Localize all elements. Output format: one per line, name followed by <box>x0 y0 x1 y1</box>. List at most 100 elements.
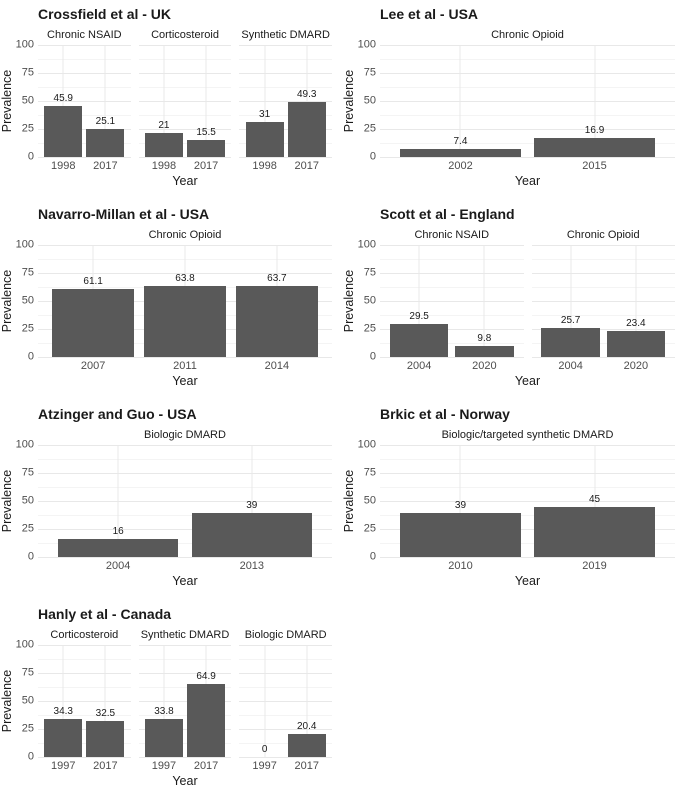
gridline-major-horizontal <box>380 501 675 502</box>
gridline-major-horizontal <box>239 73 333 74</box>
gridline-minor-horizontal <box>38 259 332 260</box>
x-tick-label: 2007 <box>80 360 106 372</box>
gridline-major-horizontal <box>380 129 675 130</box>
gridline-major-horizontal <box>380 45 675 46</box>
facet-plot: 29.5 9.8 <box>380 245 524 358</box>
gridline-minor-horizontal <box>38 87 131 88</box>
gridline-minor-horizontal <box>239 87 333 88</box>
x-axis-ticks: 1998 2017 <box>139 157 232 173</box>
facet: Synthetic DMARD 33.8 64.9 1997 2017 <box>138 627 232 773</box>
bar-value-label: 34.3 <box>53 705 73 717</box>
facet-row: Chronic NSAID 29.5 9.8 2004 2020 Chronic Opio… <box>380 227 675 373</box>
bar-value-label: 23.4 <box>626 317 646 329</box>
gridline-major-horizontal <box>239 45 333 46</box>
gridline-minor-horizontal <box>38 715 131 716</box>
y-tick-label: 25 <box>21 122 34 135</box>
y-tick-label: 100 <box>357 438 376 451</box>
facet-plot: 25.7 23.4 <box>531 245 675 358</box>
facet-row: Chronic Opioid 7.4 16.9 2002 2015 <box>380 27 675 173</box>
facet-strip-label: Chronic NSAID <box>47 29 122 41</box>
x-axis-ticks: 1998 2017 <box>239 157 332 173</box>
gridline-major-horizontal <box>138 645 232 646</box>
facet-plot: 39 45 <box>380 445 675 558</box>
y-tick-label: 75 <box>363 266 376 279</box>
y-tick-label: 25 <box>21 522 34 535</box>
x-axis-ticks: 2004 2013 <box>38 557 332 573</box>
gridline-major-horizontal <box>38 673 131 674</box>
bar <box>86 720 125 757</box>
bar <box>534 506 655 557</box>
panel-title: Lee et al - USA <box>380 6 479 22</box>
gridline-minor-horizontal <box>380 259 524 260</box>
y-axis-ticks: 0 25 50 75 100 <box>346 239 376 362</box>
x-tick-label: 2019 <box>582 560 607 572</box>
bar <box>534 138 655 157</box>
facet-plot: 45.9 25.1 <box>38 45 131 158</box>
gridline-minor-horizontal <box>239 687 333 688</box>
bar-value-label: 20.4 <box>297 721 317 733</box>
y-tick-label: 75 <box>363 466 376 479</box>
x-tick-label: 2017 <box>93 760 118 772</box>
bar <box>44 105 83 157</box>
y-tick-label: 0 <box>369 350 376 363</box>
facet-row: Chronic NSAID 45.9 25.1 1998 2017 Corticoster… <box>38 27 333 173</box>
y-axis-ticks: 0 25 50 75 100 <box>4 639 34 762</box>
bar-value-label: 7.4 <box>453 135 468 147</box>
bar-value-label: 16.9 <box>584 125 605 137</box>
facet-row: Biologic DMARD 16 39 2004 2013 <box>38 427 332 573</box>
bar-value-label: 63.7 <box>267 272 287 284</box>
bar <box>144 133 183 157</box>
bar-value-label: 25.1 <box>95 115 116 127</box>
gridline-minor-horizontal <box>380 115 675 116</box>
y-tick-label: 0 <box>27 750 34 763</box>
facet-row: Chronic Opioid 61.1 63.8 63.7 2007 2011 2014 <box>38 227 332 373</box>
gridline-major-horizontal <box>38 73 131 74</box>
bar-value-label: 63.8 <box>175 272 195 284</box>
bar <box>400 513 521 557</box>
facet: Chronic NSAID 45.9 25.1 1998 2017 <box>38 27 131 173</box>
y-tick-label: 75 <box>21 466 34 479</box>
facet-plot: 34.3 32.5 <box>38 645 131 758</box>
gridline-major-horizontal <box>138 129 232 130</box>
gridline-major-horizontal <box>38 245 332 246</box>
gridline-major-horizontal <box>380 73 675 74</box>
facet: Chronic Opioid 7.4 16.9 2002 2015 <box>380 27 675 173</box>
chart-panel: Lee et al - USA Prevalence 0 25 50 75 100 Chron… <box>342 0 685 200</box>
x-axis-ticks: 2007 2011 2014 <box>38 357 332 373</box>
gridline-major-horizontal <box>38 473 332 474</box>
x-tick-label: 2015 <box>582 160 607 172</box>
panel-title: Atzinger and Guo - USA <box>38 406 197 422</box>
gridline-major-horizontal <box>239 701 333 702</box>
gridline-minor-horizontal <box>138 87 232 88</box>
gridline-minor-horizontal <box>138 659 232 660</box>
y-tick-label: 75 <box>21 666 34 679</box>
facet-strip-label: Chronic Opioid <box>148 229 222 241</box>
y-tick-label: 75 <box>21 266 34 279</box>
bar <box>144 719 183 757</box>
facet-plot: 31 49.3 <box>239 45 333 158</box>
gridline-major-horizontal <box>531 273 675 274</box>
gridline-minor-horizontal <box>138 59 232 60</box>
facet-strip-label: Chronic Opioid <box>491 29 564 41</box>
x-tick-label: 1997 <box>252 760 277 772</box>
gridline-major-horizontal <box>380 473 675 474</box>
bar-value-label: 21 <box>158 120 170 132</box>
facet-strip-label: Biologic DMARD <box>244 629 327 641</box>
y-tick-label: 25 <box>363 122 376 135</box>
gridline-major-horizontal <box>380 245 524 246</box>
gridline-major-horizontal <box>138 73 232 74</box>
y-tick-label: 0 <box>27 150 34 163</box>
gridline-major-horizontal <box>239 729 333 730</box>
panel-chart: Prevalence 0 25 50 75 100 Biologic/targeted sy… <box>342 427 685 589</box>
x-tick-label: 1998 <box>252 160 277 172</box>
gridline-major-horizontal <box>380 273 524 274</box>
panel-chart: Prevalence 0 25 50 75 100 Chronic NSAID 29.5 9.8… <box>342 227 685 389</box>
y-tick-label: 100 <box>15 238 34 251</box>
facet: Chronic NSAID 29.5 9.8 2004 2020 <box>380 227 524 373</box>
gridline-minor-horizontal <box>38 487 332 488</box>
y-tick-label: 25 <box>363 522 376 535</box>
y-tick-label: 50 <box>363 494 376 507</box>
bar <box>187 684 226 757</box>
facet: Corticosteroid 21 15.5 1998 2017 <box>138 27 232 173</box>
